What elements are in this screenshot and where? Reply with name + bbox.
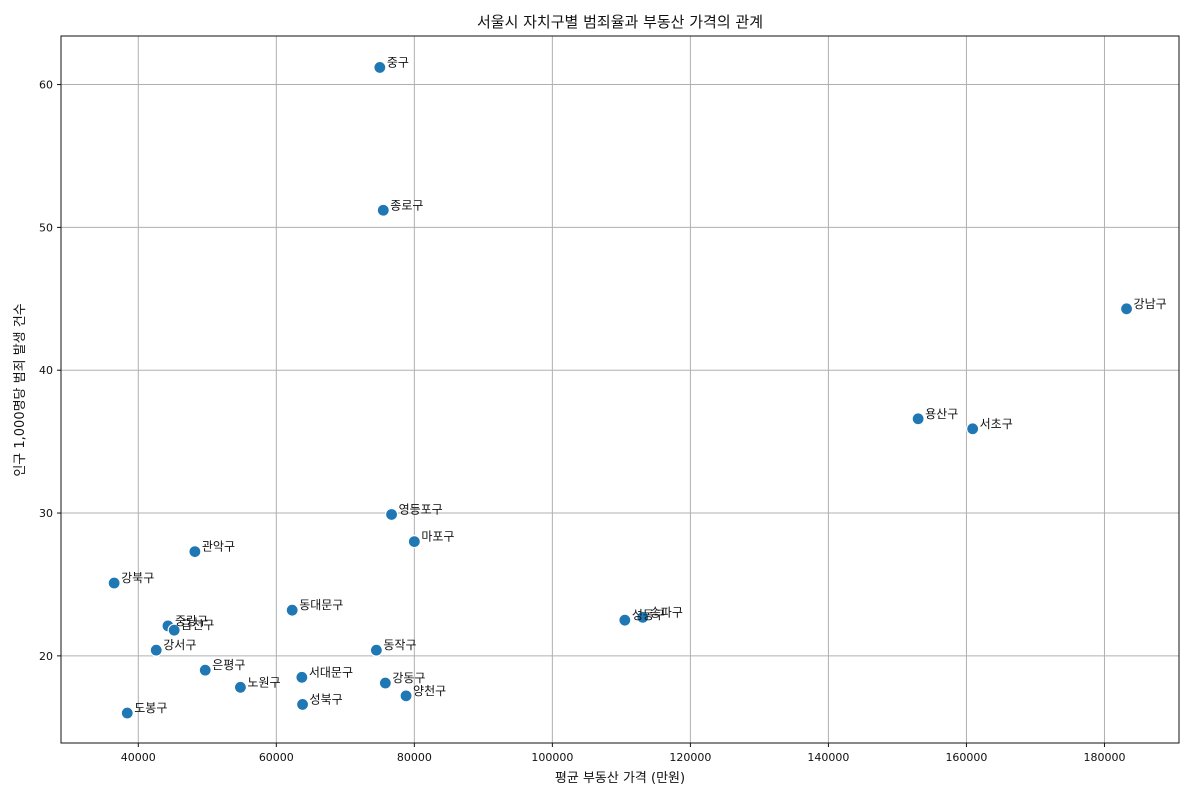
data-point-label: 성북구 bbox=[310, 692, 343, 706]
data-point bbox=[911, 412, 925, 426]
y-tick-label: 50 bbox=[39, 221, 53, 234]
data-point bbox=[966, 422, 980, 436]
y-axis-ticks: 20 30 40 50 60 bbox=[39, 79, 61, 663]
data-point bbox=[285, 603, 299, 617]
data-point bbox=[376, 203, 390, 217]
data-point bbox=[188, 545, 202, 559]
data-point bbox=[1119, 302, 1134, 316]
data-points bbox=[107, 60, 1134, 720]
data-point-label: 은평구 bbox=[212, 658, 245, 672]
data-point-label: 용산구 bbox=[925, 407, 958, 421]
data-point bbox=[378, 676, 392, 690]
data-point-label: 서대문구 bbox=[309, 665, 353, 679]
x-tick-label: 120000 bbox=[669, 751, 711, 764]
x-tick-label: 140000 bbox=[807, 751, 849, 764]
data-point-label: 관악구 bbox=[202, 540, 235, 554]
data-point bbox=[618, 613, 632, 627]
data-point bbox=[149, 643, 163, 657]
data-point bbox=[198, 663, 212, 677]
data-point-label: 영등포구 bbox=[399, 502, 443, 516]
x-tick-label: 160000 bbox=[945, 751, 987, 764]
data-point-label: 도봉구 bbox=[134, 701, 167, 715]
data-point-label: 중랑구 bbox=[175, 614, 208, 628]
x-tick-label: 40000 bbox=[121, 751, 156, 764]
data-point-label: 강북구 bbox=[121, 571, 154, 585]
data-point bbox=[295, 670, 309, 684]
chart-title: 서울시 자치구별 범죄율과 부동산 가격의 관계 bbox=[477, 13, 763, 31]
grid bbox=[61, 36, 1179, 743]
data-point-label: 노원구 bbox=[247, 675, 280, 689]
data-point-label: 중구 bbox=[387, 55, 409, 69]
y-tick-label: 40 bbox=[39, 364, 53, 377]
x-tick-label: 60000 bbox=[259, 751, 294, 764]
data-point bbox=[636, 610, 650, 624]
data-labels: 중구종로구강남구용산구서초구영등포구마포구관악구강북구동대문구성동구송파구중랑구… bbox=[121, 55, 1167, 715]
data-point-label: 양천구 bbox=[413, 683, 446, 698]
data-point-label: 마포구 bbox=[421, 530, 454, 544]
data-point bbox=[384, 507, 399, 522]
data-point-label: 동대문구 bbox=[299, 598, 343, 612]
data-point-label: 성동구 bbox=[632, 608, 665, 622]
data-point bbox=[295, 697, 310, 712]
data-point-label: 금천구 bbox=[181, 617, 214, 632]
data-point bbox=[373, 60, 387, 75]
data-point bbox=[407, 535, 421, 549]
x-tick-label: 100000 bbox=[531, 751, 573, 764]
data-point-label: 강서구 bbox=[163, 638, 196, 652]
y-tick-label: 60 bbox=[39, 79, 53, 92]
plot-frame bbox=[60, 35, 1180, 744]
data-point bbox=[107, 576, 121, 590]
data-point bbox=[233, 680, 248, 694]
y-axis-label: 인구 1,000명당 범죄 발생 건수 bbox=[13, 303, 28, 476]
x-tick-label: 180000 bbox=[1083, 751, 1125, 764]
data-point-label: 강남구 bbox=[1134, 297, 1167, 311]
x-axis-label: 평균 부동산 가격 (만원) bbox=[555, 771, 685, 786]
y-tick-label: 30 bbox=[39, 507, 53, 520]
x-tick-label: 80000 bbox=[397, 751, 432, 764]
data-point-label: 강동구 bbox=[392, 671, 425, 685]
data-point-label: 동작구 bbox=[383, 638, 416, 652]
data-point-label: 종로구 bbox=[390, 198, 423, 212]
data-point bbox=[369, 643, 383, 657]
data-point-label: 서초구 bbox=[980, 417, 1013, 431]
data-point bbox=[167, 623, 181, 637]
data-point bbox=[120, 706, 134, 720]
x-axis-ticks: 40000 60000 80000 100000 120000 140000 160000 1… bbox=[121, 743, 1125, 764]
data-point-label: 송파구 bbox=[650, 605, 683, 619]
y-tick-label: 20 bbox=[39, 650, 53, 663]
data-point bbox=[399, 689, 413, 703]
